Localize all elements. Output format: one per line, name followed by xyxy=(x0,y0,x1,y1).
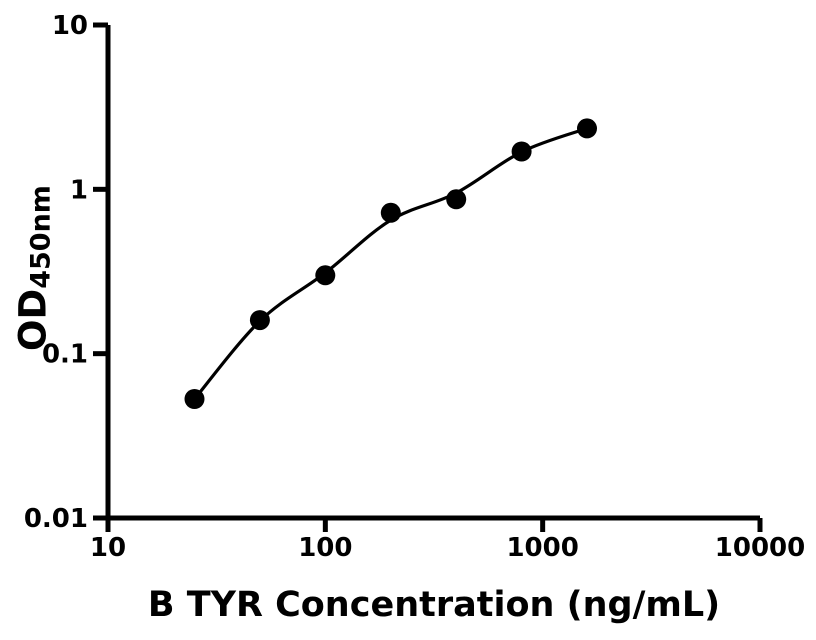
x-tick-label: 10 xyxy=(90,533,126,563)
x-tick-label: 10000 xyxy=(715,533,805,563)
x-axis-title: B TYR Concentration (ng/mL) xyxy=(147,585,721,625)
y-tick-label: 10 xyxy=(52,11,88,41)
x-tick-label: 1000 xyxy=(506,533,578,563)
data-points-group xyxy=(184,118,597,409)
y-axis-title-sub: 450nm xyxy=(25,185,57,289)
data-point xyxy=(315,265,336,286)
data-point xyxy=(249,310,270,331)
y-tick-label: 0.01 xyxy=(24,504,88,534)
data-point xyxy=(446,189,467,210)
y-axis-title: OD450nm xyxy=(11,185,57,351)
axes-group: 10 100 1000 10000 0.01 0.1 1 10 xyxy=(24,11,805,563)
x-tick-label: 100 xyxy=(298,533,352,563)
data-point xyxy=(577,118,597,139)
data-point xyxy=(380,202,401,223)
fit-curve-line xyxy=(192,126,589,401)
y-tick-label: 0.1 xyxy=(42,340,88,370)
y-tick-label: 1 xyxy=(70,175,88,205)
y-axis-title-main: OD xyxy=(11,288,55,351)
data-point xyxy=(511,141,532,162)
data-point xyxy=(184,389,205,409)
